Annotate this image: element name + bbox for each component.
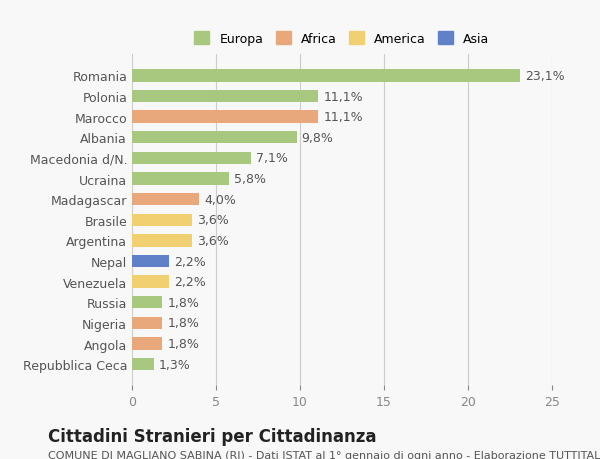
- Bar: [132, 111, 319, 123]
- Text: 1,8%: 1,8%: [167, 317, 199, 330]
- Text: 1,8%: 1,8%: [167, 337, 199, 350]
- Legend: Europa, Africa, America, Asia: Europa, Africa, America, Asia: [191, 28, 493, 50]
- Bar: [132, 152, 251, 165]
- Text: 9,8%: 9,8%: [302, 132, 334, 145]
- Text: 23,1%: 23,1%: [525, 70, 565, 83]
- Text: 3,6%: 3,6%: [197, 214, 229, 227]
- Bar: [132, 276, 169, 288]
- Bar: [132, 214, 193, 226]
- Bar: [132, 194, 199, 206]
- Bar: [132, 235, 193, 247]
- Bar: [132, 358, 154, 370]
- Text: 1,8%: 1,8%: [167, 296, 199, 309]
- Text: 1,3%: 1,3%: [159, 358, 191, 371]
- Text: COMUNE DI MAGLIANO SABINA (RI) - Dati ISTAT al 1° gennaio di ogni anno - Elabora: COMUNE DI MAGLIANO SABINA (RI) - Dati IS…: [48, 450, 600, 459]
- Bar: [132, 338, 162, 350]
- Text: 4,0%: 4,0%: [204, 193, 236, 206]
- Text: 2,2%: 2,2%: [174, 255, 206, 268]
- Bar: [132, 132, 296, 144]
- Bar: [132, 173, 229, 185]
- Text: 11,1%: 11,1%: [323, 90, 363, 103]
- Bar: [132, 91, 319, 103]
- Bar: [132, 255, 169, 268]
- Text: 11,1%: 11,1%: [323, 111, 363, 124]
- Bar: [132, 317, 162, 330]
- Text: 5,8%: 5,8%: [235, 173, 266, 185]
- Text: 3,6%: 3,6%: [197, 235, 229, 247]
- Bar: [132, 297, 162, 309]
- Text: 2,2%: 2,2%: [174, 275, 206, 289]
- Bar: [132, 70, 520, 83]
- Text: Cittadini Stranieri per Cittadinanza: Cittadini Stranieri per Cittadinanza: [48, 427, 377, 445]
- Text: 7,1%: 7,1%: [256, 152, 288, 165]
